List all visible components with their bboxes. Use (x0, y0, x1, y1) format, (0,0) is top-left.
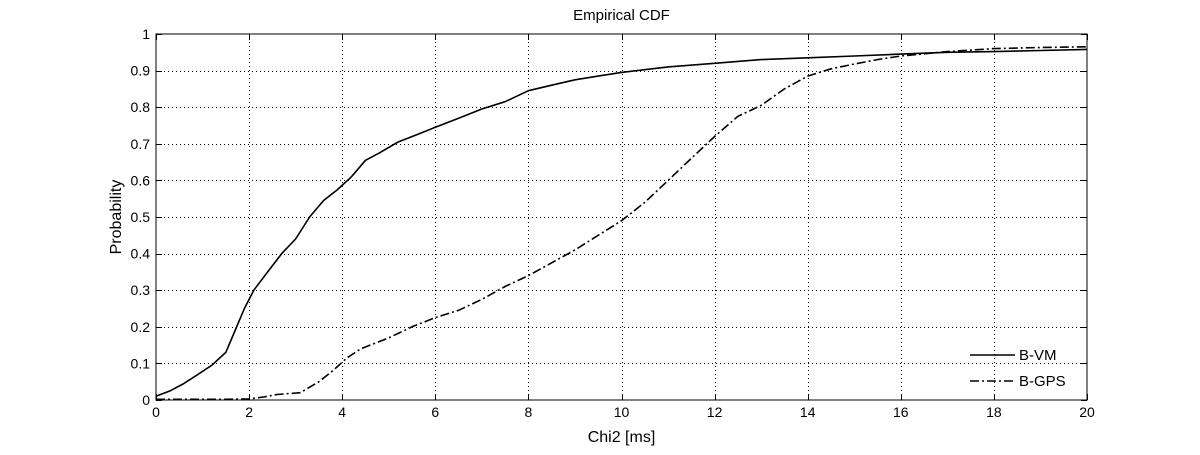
x-tick-label: 2 (245, 404, 253, 420)
x-tick-label: 6 (431, 404, 439, 420)
y-tick-label: 0.1 (131, 355, 151, 371)
x-tick-label: 16 (893, 404, 909, 420)
series-line-b-gps (156, 46, 1088, 401)
series-group (155, 46, 1088, 401)
y-tick-label: 0 (142, 392, 150, 408)
legend-label: B-VM (1019, 347, 1057, 364)
y-tick-label: 0.6 (131, 172, 151, 188)
y-tick-label: 0.7 (131, 136, 151, 152)
y-tick-label: 0.9 (131, 63, 151, 79)
series-line-b-vm (155, 48, 1088, 398)
x-tick-label: 0 (152, 404, 160, 420)
x-tick-label: 14 (800, 404, 816, 420)
x-tick-label: 18 (986, 404, 1002, 420)
y-tick-label: 0.4 (131, 246, 151, 262)
y-tick-label: 0.3 (131, 282, 151, 298)
x-axis-title: Chi2 [ms] (588, 429, 656, 446)
chart-title: Empirical CDF (573, 7, 670, 24)
ticks: 0 2 4 6 8 10 12 14 16 18 20 0 0.1 0.2 0.3 0.4 0.5 0.6 0.7 0… (131, 26, 1095, 420)
grid (156, 34, 1087, 400)
x-tick-label: 8 (525, 404, 533, 420)
y-tick-label: 1 (142, 26, 150, 42)
y-tick-label: 0.2 (131, 319, 151, 335)
legend-label: B-GPS (1019, 373, 1066, 390)
y-tick-label: 0.8 (131, 99, 151, 115)
y-axis-title: Probability (108, 180, 125, 255)
y-tick-label: 0.5 (131, 209, 151, 225)
plot-area (156, 34, 1087, 400)
x-tick-label: 20 (1079, 404, 1095, 420)
x-tick-label: 10 (614, 404, 630, 420)
x-tick-label: 4 (338, 404, 346, 420)
legend: B-VM B-GPS (970, 347, 1066, 390)
x-tick-label: 12 (707, 404, 723, 420)
